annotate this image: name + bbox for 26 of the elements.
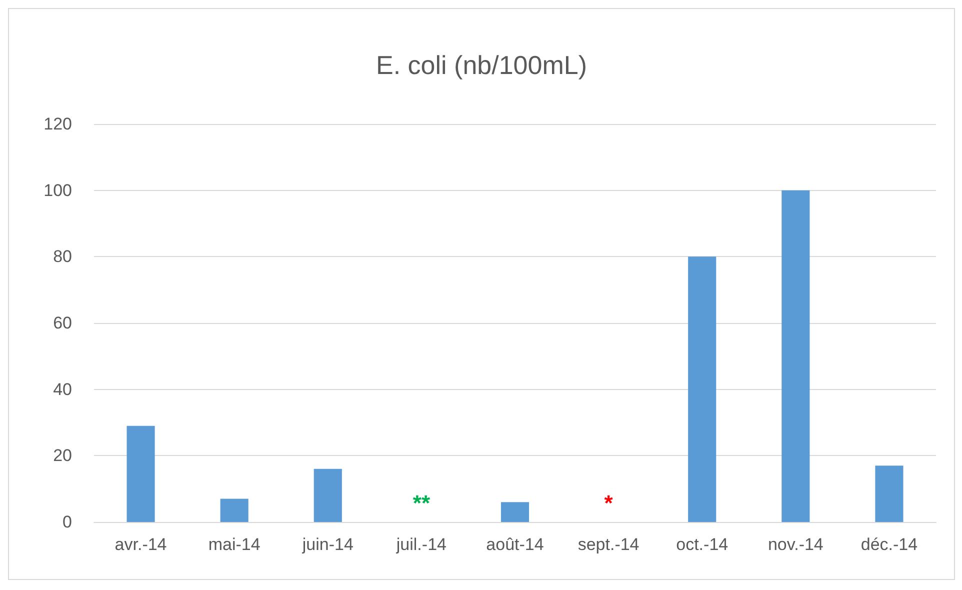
x-tick-label: déc.-14 xyxy=(860,535,918,554)
y-tick-label: 40 xyxy=(53,380,72,399)
x-tick-label: juil.-14 xyxy=(395,535,446,554)
bar xyxy=(314,468,342,522)
x-tick-label: mai-14 xyxy=(208,535,260,554)
x-tick-label: août-14 xyxy=(486,535,544,554)
x-tick-label: oct.-14 xyxy=(676,535,728,554)
annotation: ** xyxy=(412,490,430,516)
y-tick-label: 100 xyxy=(44,180,72,200)
y-tick-label: 0 xyxy=(62,512,72,532)
x-tick-label: sept.-14 xyxy=(578,535,640,554)
y-tick-label: 80 xyxy=(53,247,72,266)
y-tick-label: 60 xyxy=(53,314,72,332)
bar xyxy=(782,190,810,522)
bar xyxy=(500,502,530,522)
bar xyxy=(220,498,248,522)
bar xyxy=(688,256,716,522)
bar xyxy=(875,466,904,522)
y-tick-label: 20 xyxy=(53,446,72,466)
chart-title: E. coli (nb/100mL) xyxy=(376,50,587,80)
x-tick-label: avr.-14 xyxy=(114,535,167,554)
x-tick-label: nov.-14 xyxy=(768,535,824,554)
x-tick-label: juin-14 xyxy=(301,535,354,554)
bar xyxy=(126,426,155,522)
y-tick-label: 120 xyxy=(44,114,72,134)
annotation: * xyxy=(604,490,614,516)
